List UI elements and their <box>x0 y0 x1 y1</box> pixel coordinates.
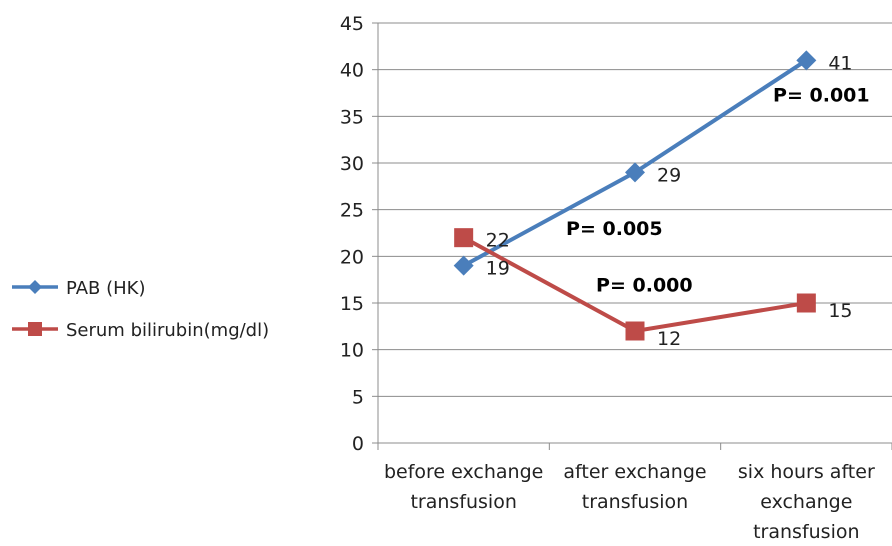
data-label: 22 <box>486 230 510 252</box>
p-value-annotation: P= 0.001 <box>773 84 870 106</box>
data-point-square <box>454 228 474 248</box>
series <box>453 50 817 341</box>
y-tick-label: 5 <box>352 386 364 408</box>
y-tick-label: 25 <box>340 200 364 222</box>
legend-marker-square <box>28 322 42 336</box>
data-labels: 19 29 41 22 12 15 <box>486 52 853 350</box>
data-label: 12 <box>657 328 681 350</box>
y-tick-label: 10 <box>340 340 364 362</box>
y-tick-label: 40 <box>340 60 364 82</box>
y-tick-label: 15 <box>340 293 364 315</box>
data-point-diamond <box>453 255 474 276</box>
y-tick-label: 35 <box>340 106 364 128</box>
p-value-annotation: P= 0.005 <box>566 218 663 240</box>
data-label: 29 <box>657 164 681 186</box>
data-label: 41 <box>828 52 852 74</box>
data-point-diamond <box>796 50 817 71</box>
axes: 0 5 10 15 20 25 30 35 40 45 before exchange transfu… <box>340 13 892 543</box>
legend-marker-diamond <box>28 280 42 294</box>
x-category-label: before exchange transfusion <box>384 461 543 513</box>
x-category-label: six hours after exchange transfusion <box>738 461 875 543</box>
legend-label: Serum bilirubin(mg/dl) <box>66 320 269 341</box>
data-point-square <box>625 321 645 341</box>
y-tick-label: 0 <box>352 433 364 455</box>
y-tick-label: 45 <box>340 13 364 35</box>
data-point-diamond <box>625 162 645 183</box>
y-tick-label: 20 <box>340 246 364 268</box>
p-value-annotation: P= 0.000 <box>596 274 693 296</box>
data-label: 15 <box>828 300 852 322</box>
legend: PAB (HK) Serum bilirubin(mg/dl) <box>12 278 269 341</box>
y-tick-label: 30 <box>340 153 364 175</box>
data-label: 19 <box>486 258 510 280</box>
annotations: P= 0.005 P= 0.001 P= 0.000 <box>566 84 870 296</box>
x-category-label: after exchange transfusion <box>563 461 706 513</box>
legend-label: PAB (HK) <box>66 278 145 299</box>
data-point-square <box>796 293 816 313</box>
